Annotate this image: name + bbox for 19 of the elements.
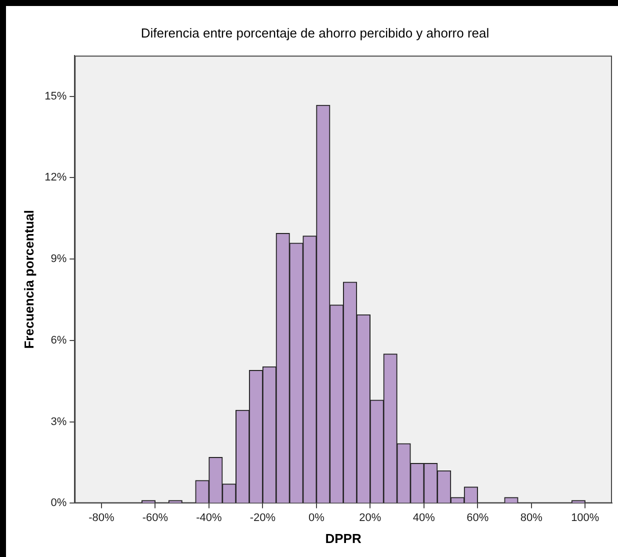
y-tick-label: 9% xyxy=(50,253,67,266)
x-tick-label: -20% xyxy=(250,512,276,524)
x-tick-label: 60% xyxy=(466,512,489,524)
x-tick-label: 20% xyxy=(359,512,382,524)
x-tick-label: 40% xyxy=(412,512,436,524)
y-tick-label: 6% xyxy=(50,334,67,346)
x-tick-label: -80% xyxy=(88,512,115,524)
y-tick-label: 3% xyxy=(50,416,67,428)
y-tick-label: 15% xyxy=(44,90,67,102)
x-tick-label: -40% xyxy=(196,512,222,524)
x-tick-label: -60% xyxy=(142,512,168,524)
x-tick-label: 80% xyxy=(520,512,543,524)
x-tick-label: 0% xyxy=(308,512,325,524)
x-axis-title: DPPR xyxy=(325,530,362,546)
y-tick-label: 0% xyxy=(50,497,67,510)
chart-title: Diferencia entre porcentaje de ahorro percibido y ahorro real xyxy=(140,25,490,40)
x-tick-label: 100% xyxy=(571,512,600,524)
y-axis-title: Frecuencia porcentual xyxy=(21,210,36,349)
y-tick-label: 12% xyxy=(44,172,67,184)
